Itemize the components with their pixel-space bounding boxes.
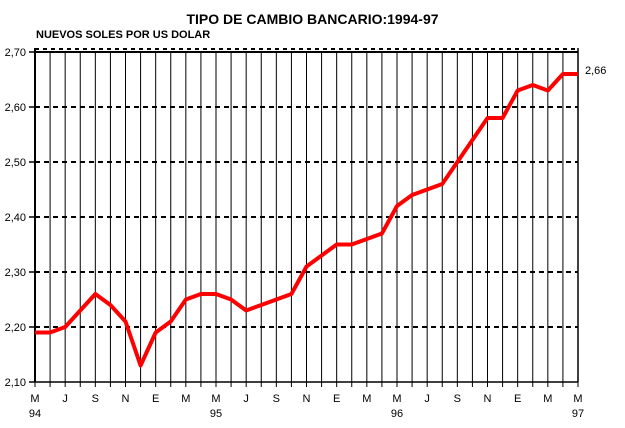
last-value-label: 2,66 — [585, 65, 607, 77]
x-tick-label: E — [333, 393, 340, 405]
year-label: 94 — [29, 408, 41, 420]
x-tick-label: M — [211, 393, 220, 405]
year-label: 97 — [572, 408, 584, 420]
x-tick-label: M — [543, 393, 552, 405]
y-tick-label: 2,40 — [5, 212, 26, 224]
y-tick-label: 2,30 — [5, 267, 26, 279]
x-tick-label: S — [454, 393, 461, 405]
x-tick-label: N — [303, 393, 311, 405]
y-tick-label: 2,20 — [5, 322, 26, 334]
chart-title: TIPO DE CAMBIO BANCARIO:1994-97 — [186, 11, 439, 27]
x-tick-label: J — [243, 393, 249, 405]
x-tick-label: N — [122, 393, 130, 405]
x-tick-label: J — [62, 393, 68, 405]
x-tick-label: M — [392, 393, 401, 405]
x-tick-label: N — [484, 393, 492, 405]
x-tick-label: M — [573, 393, 582, 405]
y-tick-label: 2,70 — [5, 47, 26, 59]
x-tick-label: M — [181, 393, 190, 405]
y-tick-label: 2,50 — [5, 157, 26, 169]
year-label: 95 — [210, 408, 222, 420]
x-tick-label: S — [92, 393, 99, 405]
exchange-rate-line — [35, 72, 578, 368]
x-tick-label: S — [273, 393, 280, 405]
x-tick-label: E — [514, 393, 521, 405]
y-tick-label: 2,60 — [5, 102, 26, 114]
x-tick-label: M — [362, 393, 371, 405]
x-tick-label: M — [30, 393, 39, 405]
x-tick-label: J — [424, 393, 430, 405]
y-tick-label: 2,10 — [5, 377, 26, 389]
year-label: 96 — [391, 408, 403, 420]
x-tick-label: E — [152, 393, 159, 405]
chart-subtitle: NUEVOS SOLES POR US DOLAR — [36, 29, 211, 41]
